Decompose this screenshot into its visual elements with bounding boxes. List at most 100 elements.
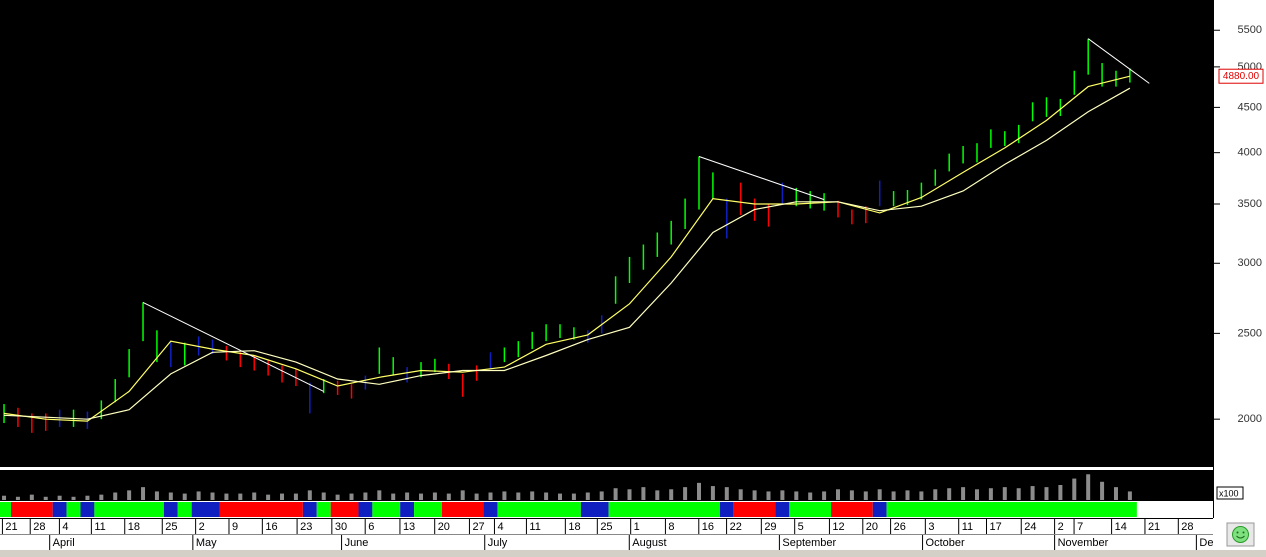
volume-bar bbox=[738, 489, 743, 500]
week-tick-label: 25 bbox=[600, 521, 612, 533]
volume-bar bbox=[196, 491, 201, 500]
week-tick-label: 29 bbox=[764, 521, 776, 533]
month-tick-label: September bbox=[782, 537, 836, 549]
week-tick-label: 23 bbox=[300, 521, 312, 533]
state-segment bbox=[886, 502, 1137, 517]
state-segment bbox=[497, 502, 581, 517]
volume-bar bbox=[391, 493, 396, 500]
smiley-button[interactable] bbox=[1226, 522, 1255, 547]
volume-bar bbox=[905, 490, 910, 500]
week-tick-label: 9 bbox=[232, 521, 238, 533]
smiley-eye bbox=[1236, 531, 1239, 534]
volume-bar bbox=[321, 492, 326, 500]
volume-bar bbox=[641, 487, 646, 500]
last-price-label: 4880.00 bbox=[1223, 71, 1260, 82]
week-tick-label: 8 bbox=[668, 521, 674, 533]
smiley-face[interactable] bbox=[1232, 526, 1249, 543]
week-tick-label: 3 bbox=[928, 521, 934, 533]
volume-bar bbox=[210, 492, 215, 500]
volume-bar bbox=[794, 491, 799, 500]
volume-bar bbox=[307, 490, 312, 500]
volume-bar bbox=[99, 494, 104, 500]
volume-unit: x100 bbox=[1219, 488, 1239, 498]
y-tick-label: 4500 bbox=[1238, 101, 1262, 113]
volume-bar bbox=[1086, 474, 1091, 500]
y-tick-label: 4000 bbox=[1238, 147, 1262, 159]
state-segment bbox=[80, 502, 95, 517]
volume-bar bbox=[154, 491, 159, 500]
volume-bar bbox=[835, 489, 840, 500]
volume-bar bbox=[224, 493, 229, 500]
volume-bar bbox=[1072, 478, 1077, 500]
state-segment bbox=[441, 502, 484, 517]
week-tick-label: 2 bbox=[199, 521, 205, 533]
y-tick-label: 5500 bbox=[1238, 24, 1262, 36]
volume-bar bbox=[516, 492, 521, 500]
volume-bar bbox=[43, 496, 48, 500]
state-segment bbox=[733, 502, 776, 517]
volume-bar bbox=[502, 491, 507, 500]
trendline bbox=[1087, 38, 1150, 84]
week-tick-label: 17 bbox=[989, 521, 1001, 533]
volume-bar bbox=[891, 491, 896, 500]
state-segment bbox=[580, 502, 609, 517]
smiley-eye bbox=[1242, 531, 1245, 534]
week-tick-label: 22 bbox=[730, 521, 742, 533]
state-segment bbox=[316, 502, 331, 517]
volume-unit-box bbox=[1216, 486, 1244, 500]
month-tick-label: April bbox=[53, 537, 75, 549]
week-tick-label: 21 bbox=[5, 521, 17, 533]
volume-bar bbox=[1016, 488, 1021, 500]
moving-average bbox=[3, 87, 1131, 420]
volume-bar bbox=[849, 490, 854, 500]
volume-bar bbox=[1100, 481, 1105, 500]
week-tick-label: 25 bbox=[165, 521, 177, 533]
volume-bar bbox=[474, 493, 479, 500]
volume-bar bbox=[29, 494, 34, 500]
month-tick-label: De bbox=[1199, 537, 1213, 549]
volume-bar bbox=[349, 493, 354, 500]
volume-bar bbox=[822, 491, 827, 500]
state-segment bbox=[163, 502, 178, 517]
volume-bar bbox=[488, 492, 493, 500]
volume-bar bbox=[697, 482, 702, 500]
volume-bar bbox=[2, 495, 7, 500]
date-axis: 21 28 4 11 18 25 2 9 16 23 30 6 13 20 27 4 11 18 25 1 8 16 22 2… bbox=[1, 519, 1213, 550]
volume-bar bbox=[85, 495, 90, 500]
month-tick-label: May bbox=[196, 537, 217, 549]
week-tick-label: 27 bbox=[472, 521, 484, 533]
state-segment bbox=[177, 502, 192, 517]
plot-layer bbox=[0, 38, 1150, 517]
trendline bbox=[698, 156, 825, 201]
month-tick-label: July bbox=[488, 537, 508, 549]
month-tick-label: October bbox=[926, 537, 965, 549]
state-segment bbox=[52, 502, 67, 517]
week-tick-label: 16 bbox=[702, 521, 714, 533]
state-segment bbox=[330, 502, 359, 517]
week-tick-label: 11 bbox=[529, 521, 540, 533]
state-segment bbox=[94, 502, 164, 517]
volume-bar bbox=[335, 494, 340, 500]
volume-bar bbox=[432, 492, 437, 500]
month-tick-label: June bbox=[345, 537, 369, 549]
volume-bar bbox=[460, 490, 465, 500]
month-tick-label: August bbox=[632, 537, 666, 549]
volume-bar bbox=[1058, 485, 1063, 500]
state-segment bbox=[789, 502, 832, 517]
state-segment bbox=[400, 502, 415, 517]
panel-separator bbox=[0, 467, 1213, 470]
volume-bar bbox=[57, 495, 62, 500]
week-tick-label: 28 bbox=[1181, 521, 1193, 533]
volume-bar bbox=[627, 489, 632, 500]
volume-bar bbox=[15, 496, 20, 500]
volume-bar bbox=[877, 489, 882, 500]
week-tick-label: 7 bbox=[1077, 521, 1083, 533]
state-segment bbox=[191, 502, 220, 517]
volume-bar bbox=[683, 487, 688, 500]
state-segment bbox=[302, 502, 317, 517]
moving-average bbox=[3, 75, 1131, 422]
month-tick-label: November bbox=[1058, 537, 1109, 549]
volume-bar bbox=[266, 494, 271, 500]
volume-bar bbox=[766, 491, 771, 500]
